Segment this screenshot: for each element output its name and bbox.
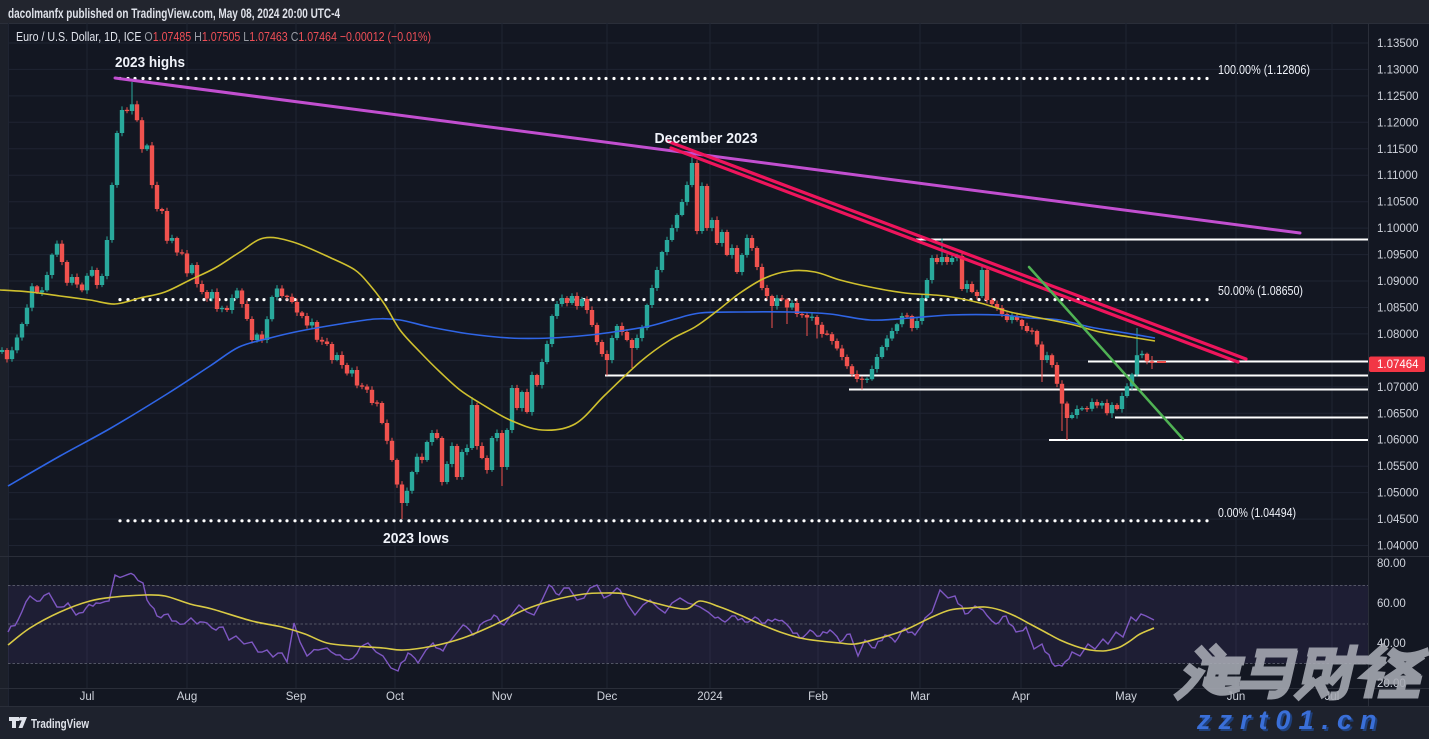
svg-text:1.08000: 1.08000 [1377, 329, 1419, 341]
svg-text:Aug: Aug [177, 691, 197, 703]
svg-text:1.11000: 1.11000 [1377, 170, 1418, 182]
svg-text:2024: 2024 [697, 691, 723, 703]
svg-text:zzrt01.cn: zzrt01.cn [1198, 707, 1387, 737]
svg-text:1.12500: 1.12500 [1377, 91, 1419, 103]
svg-text:60.00: 60.00 [1377, 598, 1406, 610]
svg-text:Feb: Feb [808, 691, 828, 703]
svg-text:zzrt01.cn: zzrt01.cn [1196, 705, 1385, 735]
svg-text:1.11500: 1.11500 [1377, 144, 1418, 156]
svg-text:TradingView: TradingView [31, 716, 90, 731]
svg-text:Dec: Dec [597, 691, 618, 703]
svg-text:1.13500: 1.13500 [1377, 38, 1419, 50]
svg-text:1.09500: 1.09500 [1377, 250, 1419, 262]
svg-text:1.09000: 1.09000 [1377, 276, 1419, 288]
svg-text:2023 highs: 2023 highs [115, 54, 185, 71]
svg-text:1.05500: 1.05500 [1377, 461, 1419, 473]
svg-text:December 2023: December 2023 [655, 130, 758, 147]
svg-text:1.08500: 1.08500 [1377, 303, 1419, 315]
svg-text:1.06500: 1.06500 [1377, 408, 1419, 420]
svg-text:1.05000: 1.05000 [1377, 488, 1419, 500]
svg-text:May: May [1115, 691, 1137, 703]
svg-text:1.07464: 1.07464 [1377, 359, 1419, 371]
svg-text:1.12000: 1.12000 [1377, 117, 1419, 129]
svg-text:dacolmanfx published on Tradin: dacolmanfx published on TradingView.com,… [8, 6, 340, 21]
svg-text:1.10500: 1.10500 [1377, 197, 1419, 209]
svg-text:1.04500: 1.04500 [1377, 514, 1419, 526]
svg-text:1.04000: 1.04000 [1377, 541, 1419, 553]
svg-text:80.00: 80.00 [1377, 558, 1406, 570]
svg-text:100.00% (1.12806): 100.00% (1.12806) [1218, 63, 1310, 77]
svg-text:50.00% (1.08650): 50.00% (1.08650) [1218, 284, 1303, 298]
svg-text:1.07000: 1.07000 [1377, 382, 1419, 394]
svg-text:0.00% (1.04494): 0.00% (1.04494) [1218, 506, 1296, 520]
svg-text:1.06000: 1.06000 [1377, 435, 1419, 447]
svg-text:Oct: Oct [386, 691, 405, 703]
svg-text:1.13000: 1.13000 [1377, 64, 1419, 76]
svg-text:Apr: Apr [1012, 691, 1030, 703]
svg-text:Jul: Jul [80, 691, 95, 703]
svg-text:Sep: Sep [286, 691, 306, 703]
svg-text:Euro / U.S. Dollar, 1D, ICE O: Euro / U.S. Dollar, 1D, ICE O1.07485 H1.… [16, 29, 431, 44]
svg-text:Nov: Nov [492, 691, 513, 703]
svg-text:1.10000: 1.10000 [1377, 223, 1419, 235]
svg-text:Mar: Mar [910, 691, 930, 703]
svg-text:2023 lows: 2023 lows [383, 530, 449, 547]
